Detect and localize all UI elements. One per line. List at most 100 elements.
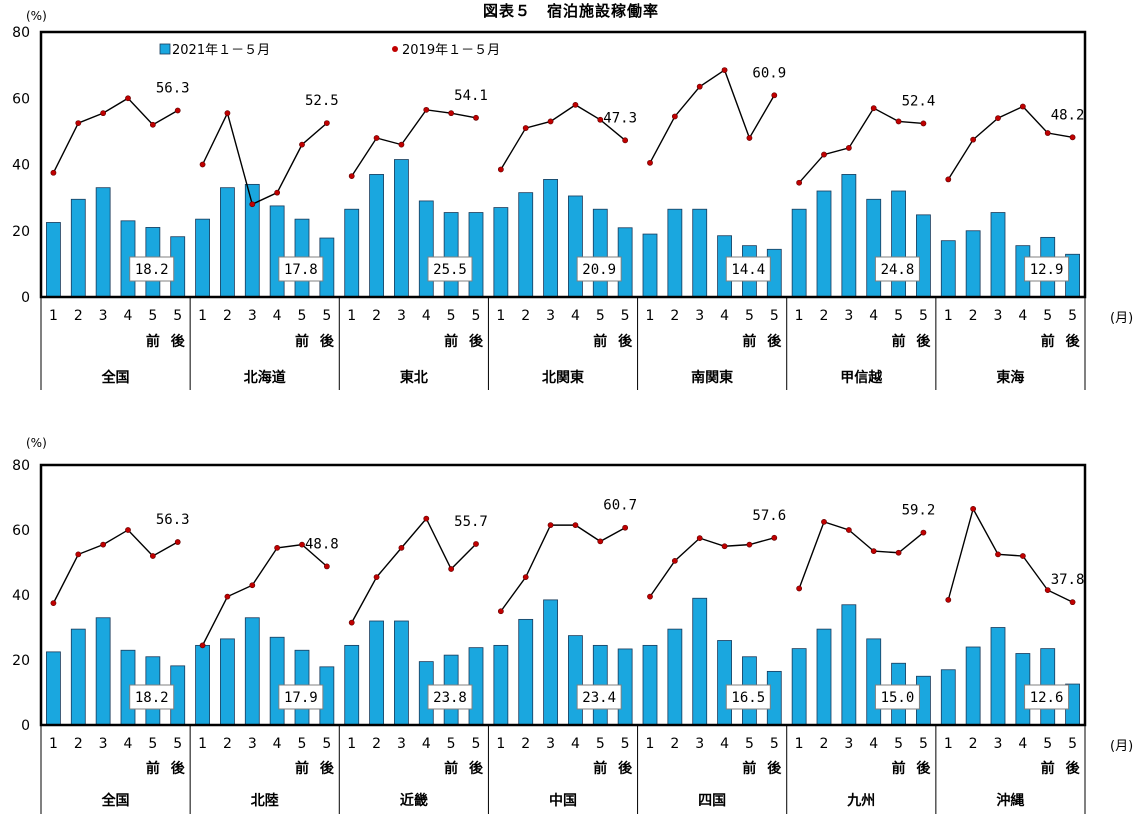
line-point	[1044, 130, 1051, 136]
x-tick-period: 後	[916, 760, 931, 777]
bar	[70, 198, 86, 298]
bar	[940, 669, 956, 726]
bar-value-label: 18.2	[135, 690, 169, 706]
line-point	[796, 179, 803, 186]
chart-panel-bottom: (%) 0 20 40 60 80 18.2 56.3 17.9 48.8 23.8 55.7 23.4…	[0, 417, 1142, 827]
x-tick-month: 3	[695, 308, 704, 324]
line-point	[473, 541, 479, 547]
x-region-label: 東北	[400, 369, 428, 386]
bar	[220, 187, 235, 298]
bar	[791, 648, 807, 726]
line-point	[945, 596, 952, 603]
x-tick-month: 5	[596, 736, 605, 752]
chart-title: 図表５ 宿泊施設稼働率	[482, 2, 659, 20]
x-tick-month: 1	[944, 308, 953, 324]
x-tick-month: 5	[298, 736, 307, 752]
x-tick-month: 5	[148, 736, 157, 752]
bar-value-label-box	[874, 256, 920, 282]
x-tick-month: 5	[322, 736, 331, 752]
x-tick-period: 後	[767, 760, 782, 777]
series-line-2019	[947, 507, 1073, 603]
plot-frame	[39, 463, 1087, 727]
series-line-2019	[52, 97, 179, 174]
line-point	[100, 541, 107, 548]
line-point	[870, 105, 877, 112]
x-tick-month: 1	[347, 308, 356, 324]
y-tick-label: 40	[12, 158, 30, 174]
bar	[543, 599, 558, 726]
line-point	[522, 574, 529, 581]
series-line-2019	[500, 104, 626, 170]
series-line-2019	[351, 517, 477, 623]
y-tick-label: 60	[12, 523, 30, 539]
line-point	[895, 549, 902, 556]
x-tick-month: 5	[621, 308, 630, 324]
bar	[518, 192, 534, 298]
x-tick-period: 後	[320, 760, 335, 777]
line-point	[821, 518, 827, 525]
x-tick-period: 前	[146, 333, 160, 350]
bar-value-label: 17.8	[284, 262, 318, 278]
line-point	[199, 161, 206, 168]
bar	[568, 635, 583, 726]
line-value-label: 60.9	[752, 65, 786, 81]
bar-value-label: 14.4	[731, 262, 765, 278]
x-tick-month: 1	[198, 736, 207, 752]
x-tick-month: 4	[422, 736, 431, 752]
bar	[468, 212, 484, 298]
line-value-label: 56.3	[156, 512, 190, 528]
x-region-label: 北陸	[251, 792, 279, 809]
x-tick-period: 前	[742, 333, 756, 350]
x-tick-period: 前	[593, 760, 607, 777]
line-point	[323, 563, 330, 570]
bar	[394, 159, 409, 298]
x-tick-month: 2	[820, 736, 829, 752]
bar-value-label-box	[576, 256, 622, 282]
x-tick-period: 前	[444, 333, 458, 350]
line-point	[473, 114, 479, 121]
y-axis-label: (%)	[26, 436, 47, 450]
line-point	[671, 113, 678, 120]
line-point	[1069, 134, 1076, 141]
line-value-label: 48.8	[305, 536, 339, 552]
x-tick-period: 後	[1066, 760, 1081, 777]
line-point	[448, 110, 455, 117]
x-tick-month: 4	[273, 308, 282, 324]
x-tick-period: 後	[469, 760, 484, 777]
bar-value-label-box	[1024, 684, 1070, 710]
x-tick-month: 3	[248, 308, 257, 324]
x-tick-month: 3	[844, 308, 853, 324]
x-tick-period: 前	[593, 333, 607, 350]
bar-value-label: 12.9	[1030, 262, 1064, 278]
line-point	[125, 95, 131, 102]
line-value-label: 60.7	[603, 498, 637, 514]
bar	[46, 222, 61, 298]
x-tick-month: 5	[447, 736, 456, 752]
line-point	[995, 551, 1001, 558]
series-line-2019	[52, 529, 179, 604]
bar	[394, 620, 409, 726]
line-point	[497, 608, 504, 615]
legend-line-marker	[392, 46, 398, 52]
x-tick-month: 3	[844, 736, 853, 752]
x-tick-period: 前	[1041, 760, 1055, 777]
bar-value-label-box	[576, 684, 622, 710]
x-tick-period: 前	[892, 333, 906, 350]
series-line-2019	[500, 524, 626, 612]
x-tick-month: 4	[720, 308, 729, 324]
bar	[418, 200, 434, 298]
x-tick-month: 2	[820, 308, 829, 324]
x-tick-month: 4	[273, 736, 282, 752]
x-tick-month: 2	[670, 308, 679, 324]
x-tick-month: 3	[546, 736, 555, 752]
line-value-label: 48.2	[1051, 107, 1085, 123]
x-tick-month: 5	[1068, 736, 1077, 752]
line-point	[50, 600, 57, 607]
x-tick-month: 2	[74, 308, 83, 324]
line-point	[448, 566, 455, 572]
bar	[344, 644, 360, 726]
line-value-label: 55.7	[454, 514, 488, 530]
series-line-2019	[201, 111, 328, 206]
x-tick-month: 4	[124, 736, 133, 752]
bar-value-label: 17.9	[284, 690, 318, 706]
